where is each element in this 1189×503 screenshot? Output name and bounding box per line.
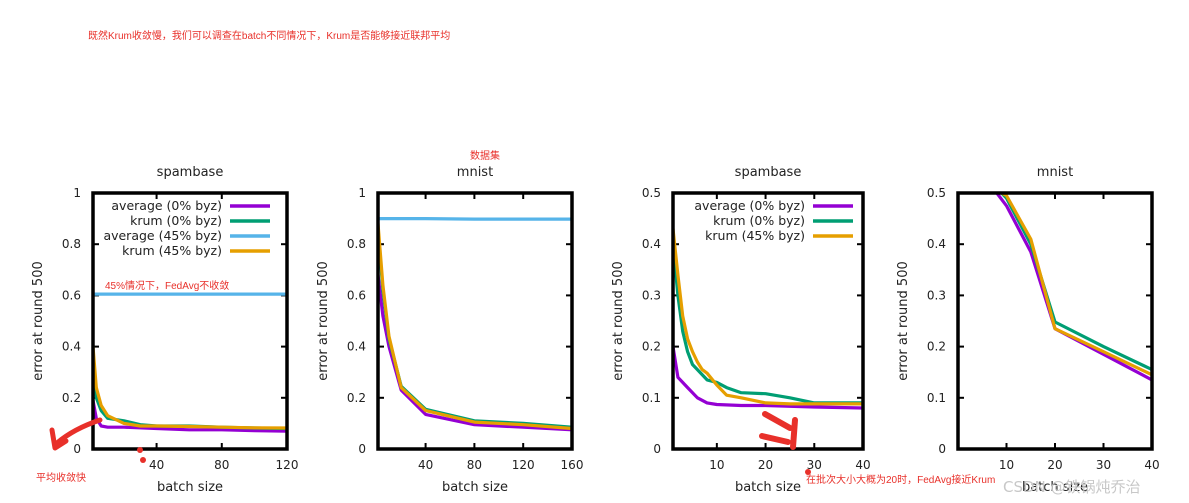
legend: average (0% byz)krum (0% byz)average (45… bbox=[103, 198, 270, 258]
legend-label-average-0-byz: average (0% byz) bbox=[111, 198, 222, 213]
y-tick-label: 1 bbox=[73, 186, 81, 200]
y-tick-label: 0.4 bbox=[927, 237, 946, 251]
red-stroke bbox=[759, 433, 791, 445]
red-dot bbox=[137, 447, 143, 453]
batch20-annotation: 在批次大小大概为20时，FedAvg接近Krum bbox=[806, 475, 996, 486]
y-axis-label: error at round 500 bbox=[316, 261, 331, 381]
series-line-krum-45-byz bbox=[378, 222, 572, 431]
series-line-krum-45-byz bbox=[93, 345, 287, 430]
dataset-annotation: 数据集 bbox=[470, 151, 500, 162]
y-axis-label: error at round 500 bbox=[31, 261, 46, 381]
y-axis-label: error at round 500 bbox=[611, 261, 626, 381]
x-axis-label: batch size bbox=[157, 480, 223, 495]
y-tick-label: 0.2 bbox=[642, 340, 661, 354]
red-stroke bbox=[762, 411, 793, 431]
x-tick-label: 80 bbox=[467, 458, 482, 472]
series-line-average-0-byz bbox=[995, 193, 1152, 382]
series-line-average-0-byz bbox=[378, 273, 572, 432]
red-stroke bbox=[790, 417, 798, 450]
legend: average (0% byz)krum (0% byz)krum (45% b… bbox=[694, 198, 853, 243]
y-tick-label: 1 bbox=[358, 186, 366, 200]
x-tick-label: 10 bbox=[999, 458, 1014, 472]
series-group bbox=[378, 217, 572, 432]
chart-title: spambase bbox=[157, 165, 224, 180]
chart-title: mnist bbox=[1037, 165, 1073, 180]
x-axis-label: batch size bbox=[442, 480, 508, 495]
legend-label-krum-45-byz: krum (45% byz) bbox=[705, 228, 805, 243]
y-tick-label: 0 bbox=[653, 442, 661, 456]
x-tick-label: 160 bbox=[561, 458, 584, 472]
chart-title: spambase bbox=[735, 165, 802, 180]
legend-label-average-45-byz: average (45% byz) bbox=[103, 228, 222, 243]
x-tick-label: 40 bbox=[149, 458, 164, 472]
series-line-average-45-byz bbox=[378, 217, 572, 221]
plot-frame bbox=[91, 191, 289, 451]
x-tick-label: 40 bbox=[418, 458, 433, 472]
legend-label-krum-0-byz: krum (0% byz) bbox=[130, 213, 222, 228]
x-tick-label: 20 bbox=[758, 458, 773, 472]
x-tick-label: 10 bbox=[709, 458, 724, 472]
y-tick-label: 0.5 bbox=[642, 186, 661, 200]
x-tick-label: 30 bbox=[1096, 458, 1111, 472]
x-tick-label: 30 bbox=[807, 458, 822, 472]
legend-label-krum-0-byz: krum (0% byz) bbox=[713, 213, 805, 228]
plot-frame bbox=[956, 191, 1154, 451]
y-tick-label: 0.4 bbox=[62, 340, 81, 354]
y-tick-label: 0.1 bbox=[642, 391, 661, 405]
red-arrow-head bbox=[49, 427, 69, 451]
x-tick-label: 80 bbox=[214, 458, 229, 472]
y-tick-label: 0.2 bbox=[347, 391, 366, 405]
y-tick-label: 0.5 bbox=[927, 186, 946, 200]
legend-label-krum-45-byz: krum (45% byz) bbox=[122, 243, 222, 258]
chart-1: spambase batch size error at round 500 0 0.2… bbox=[31, 165, 298, 495]
series-group bbox=[673, 227, 863, 410]
y-tick-label: 0.6 bbox=[62, 288, 81, 302]
x-tick-label: 120 bbox=[512, 458, 535, 472]
series-line-krum-0-byz bbox=[673, 242, 863, 405]
chart-title: mnist bbox=[457, 165, 493, 180]
series-group bbox=[995, 193, 1152, 382]
y-tick-label: 0.3 bbox=[642, 288, 661, 302]
red-arrow-curve bbox=[54, 417, 103, 446]
y-tick-label: 0.8 bbox=[62, 237, 81, 251]
chart-2: mnist batch size error at round 500 0 0.2 0.4… bbox=[316, 165, 583, 495]
plot-frame bbox=[671, 191, 865, 451]
x-axis-label: batch size bbox=[735, 480, 801, 495]
y-tick-label: 0.8 bbox=[347, 237, 366, 251]
x-tick-label: 120 bbox=[276, 458, 299, 472]
annotation-marks bbox=[49, 411, 811, 475]
x-tick-label: 20 bbox=[1047, 458, 1062, 472]
chart-4: mnist batch size error at round 500 0 0.1 0.2… bbox=[896, 165, 1160, 495]
chart-3: spambase batch size error at round 500 0 0.1… bbox=[611, 165, 871, 495]
plot-frame bbox=[376, 191, 574, 451]
y-tick-label: 0.4 bbox=[347, 340, 366, 354]
x-tick-label: 40 bbox=[1144, 458, 1159, 472]
watermark: CSDN @铁锅炖乔治 bbox=[1003, 478, 1141, 496]
y-tick-label: 0.1 bbox=[927, 391, 946, 405]
x-axis-label: batch size bbox=[1022, 480, 1088, 495]
red-dot bbox=[140, 457, 146, 463]
y-tick-label: 0.3 bbox=[927, 288, 946, 302]
average-fast-annotation: 平均收敛快 bbox=[36, 473, 86, 484]
y-tick-label: 0.2 bbox=[927, 340, 946, 354]
y-tick-label: 0.4 bbox=[642, 237, 661, 251]
legend-label-average-0-byz: average (0% byz) bbox=[694, 198, 805, 213]
top-annotation: 既然Krum收敛慢，我们可以调查在batch不同情况下，Krum是否能够接近联邦… bbox=[88, 31, 451, 42]
x-tick-label: 40 bbox=[855, 458, 870, 472]
series-group bbox=[93, 292, 287, 433]
y-tick-label: 0 bbox=[358, 442, 366, 456]
y-tick-label: 0.6 bbox=[347, 288, 366, 302]
series-line-krum-0-byz bbox=[999, 193, 1152, 372]
y-axis-label: error at round 500 bbox=[896, 261, 911, 381]
series-line-krum-45-byz bbox=[999, 193, 1152, 377]
fedavg-annotation: 45%情况下，FedAvg不收敛 bbox=[105, 281, 230, 292]
red-dot bbox=[805, 469, 811, 475]
y-tick-label: 0 bbox=[938, 442, 946, 456]
series-line-krum-45-byz bbox=[673, 227, 863, 406]
series-line-average-0-byz bbox=[673, 345, 863, 410]
series-line-krum-0-byz bbox=[93, 357, 287, 431]
y-tick-label: 0.2 bbox=[62, 391, 81, 405]
y-tick-label: 0 bbox=[73, 442, 81, 456]
